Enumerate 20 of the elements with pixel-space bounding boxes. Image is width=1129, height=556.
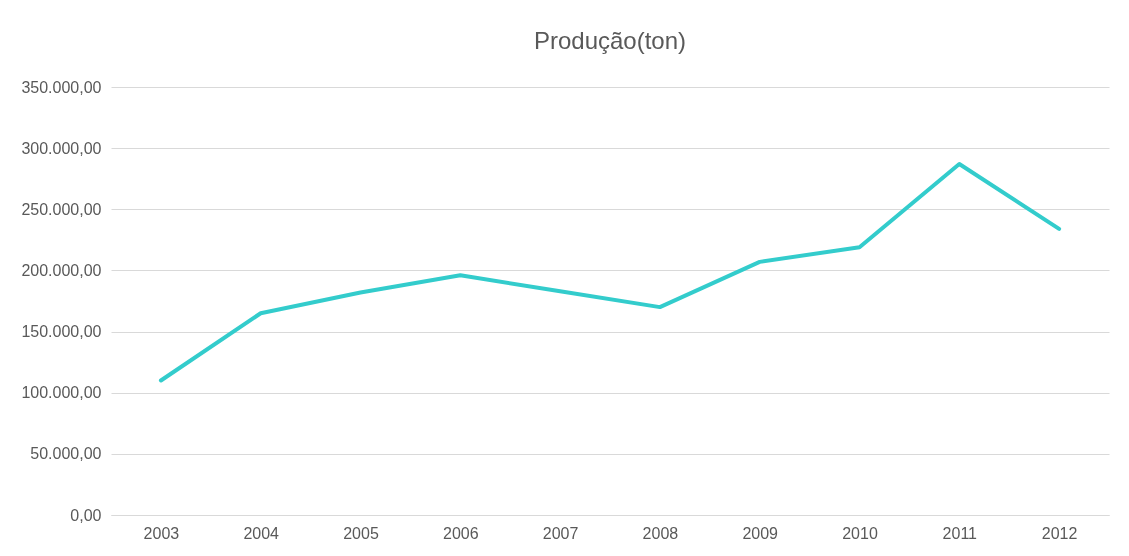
y-tick-label: 150.000,00	[21, 323, 102, 341]
x-tick-label: 2007	[542, 524, 579, 542]
y-tick-label: 100.000,00	[21, 384, 102, 402]
chart-title: Produção(ton)	[533, 27, 687, 54]
y-tick-label: 350.000,00	[21, 78, 102, 96]
x-tick-label: 2011	[942, 524, 978, 542]
line-series	[158, 162, 1062, 383]
x-tick-label: 2004	[243, 524, 280, 542]
x-tick-label: 2005	[343, 524, 379, 542]
y-tick-label: 200.000,00	[21, 261, 102, 279]
x-tick-label: 2008	[642, 524, 679, 542]
x-tick-label: 2009	[742, 524, 779, 542]
y-tick-label: 300.000,00	[21, 139, 102, 157]
x-tick-label: 2012	[1041, 524, 1078, 542]
x-tick-label: 2006	[443, 524, 479, 542]
y-tick-label: 50.000,00	[30, 445, 102, 463]
y-tick-label: 250.000,00	[21, 200, 102, 218]
x-tick-label: 2003	[143, 524, 180, 542]
y-tick-label: 0,00	[70, 506, 102, 524]
x-tick-label: 2010	[842, 524, 878, 542]
